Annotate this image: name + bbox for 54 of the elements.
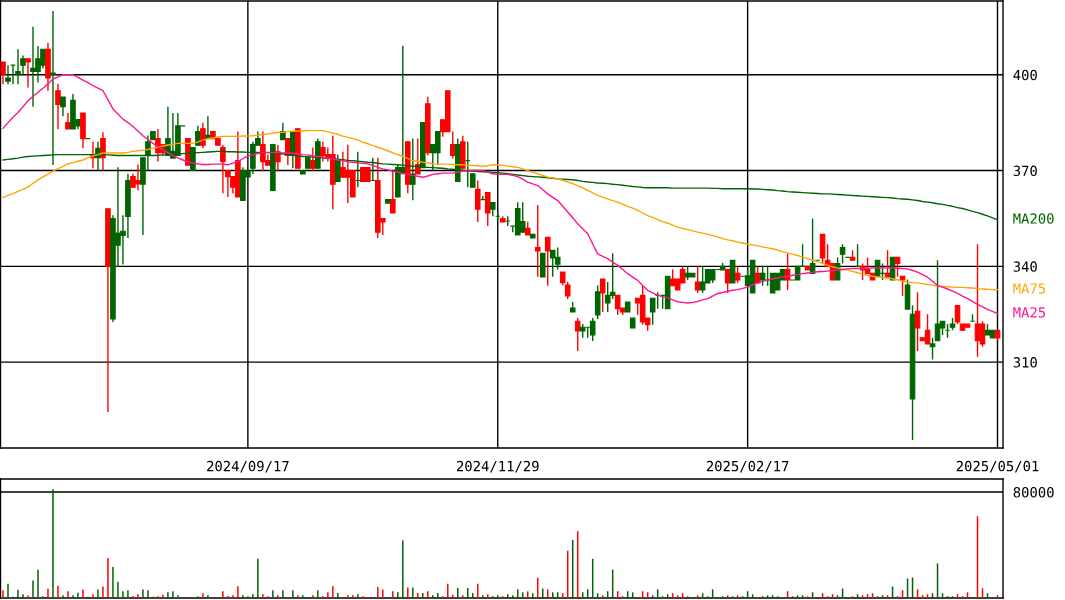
y-tick-label: 310	[1013, 357, 1037, 368]
candlestick	[934, 259, 941, 342]
candlestick	[929, 337, 936, 361]
candlestick	[310, 146, 316, 172]
candlestick	[100, 131, 106, 172]
candlestick	[390, 169, 396, 214]
y-tick-label: 400	[1013, 69, 1037, 81]
candlestick	[924, 313, 931, 345]
candlestick	[694, 265, 701, 294]
candlestick	[434, 130, 441, 166]
x-tick-label: 2024/09/17	[207, 460, 289, 473]
candlestick	[474, 179, 481, 223]
candlestick	[60, 96, 66, 117]
candlestick	[724, 268, 731, 294]
candlestick	[519, 201, 526, 233]
series-label: MA25	[1013, 307, 1046, 318]
candlestick	[414, 137, 421, 175]
candlestick	[5, 64, 11, 86]
candlestick	[55, 83, 61, 131]
candlestick	[839, 243, 846, 265]
series-label: MA75	[1013, 283, 1046, 294]
candlestick	[260, 130, 266, 172]
y-tick-label: 340	[1013, 261, 1037, 272]
candlestick	[200, 121, 206, 149]
candlestick	[784, 253, 791, 291]
x-tick-label: 2024/11/29	[456, 460, 539, 473]
candlestick	[954, 304, 961, 325]
candlestick	[554, 246, 561, 271]
series-label: MA200	[1013, 213, 1054, 224]
line-series	[2, 129, 999, 291]
candlestick	[819, 233, 826, 265]
y-tick-label: 80000	[1013, 486, 1054, 498]
candlestick	[0, 61, 6, 86]
candlestick	[594, 284, 601, 320]
candlestick	[979, 320, 986, 348]
candlestick	[914, 291, 921, 352]
candlestick	[904, 278, 911, 310]
candlestick	[539, 252, 546, 278]
candlestick	[759, 265, 766, 287]
candlestick	[25, 58, 31, 89]
x-tick-label: 2025/05/01	[956, 460, 1039, 473]
candlestick	[449, 130, 456, 160]
line-series	[2, 74, 999, 315]
candlestick	[894, 256, 901, 278]
candlestick	[614, 294, 621, 316]
candlestick	[335, 153, 341, 183]
candlestick	[974, 243, 981, 358]
y-tick-label: 370	[1013, 165, 1037, 177]
candlestick	[574, 317, 581, 352]
candlestick	[729, 259, 736, 284]
x-tick-label: 2025/02/17	[706, 460, 789, 473]
candlestick	[599, 278, 606, 313]
candlestick	[320, 141, 326, 163]
candlestick	[609, 252, 616, 300]
